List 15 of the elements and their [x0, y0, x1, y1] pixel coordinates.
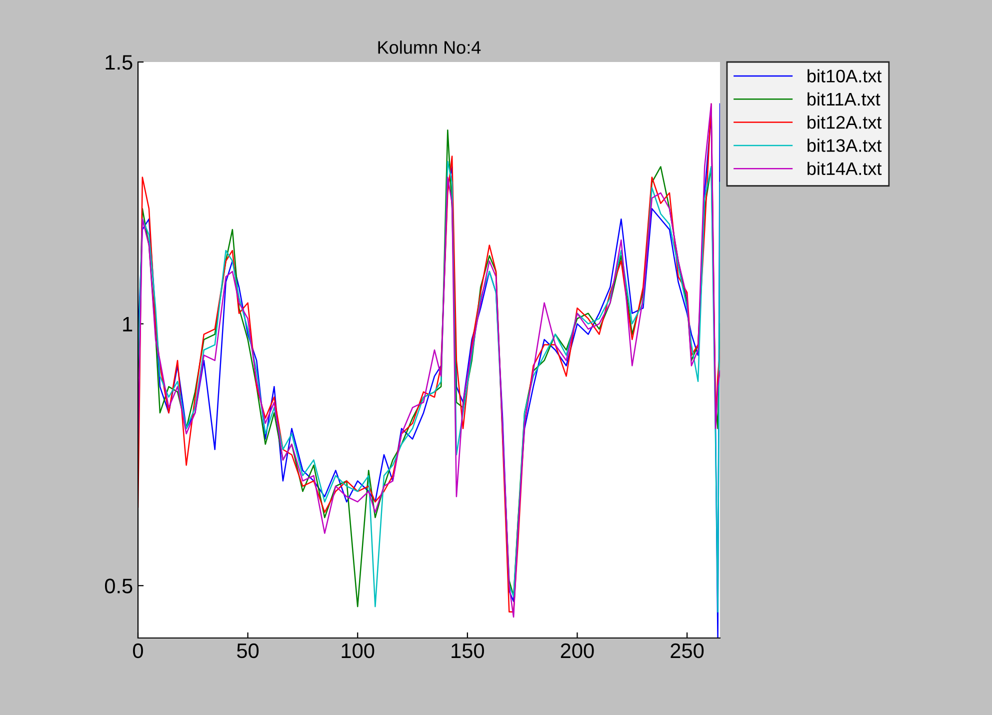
y-tick-label: 1 — [123, 317, 132, 332]
legend-label: bit13A.txt — [808, 138, 882, 152]
x-tick-label: 0 — [133, 643, 143, 658]
x-tick-label: 200 — [560, 643, 594, 658]
x-tick-label: 50 — [237, 643, 259, 658]
chart-title: Kolumn No:4 — [378, 40, 481, 54]
legend-label: bit10A.txt — [808, 69, 882, 82]
legend-label: bit14A.txt — [808, 162, 882, 176]
legend-label: bit12A.txt — [808, 116, 882, 129]
legend-label: bit11A.txt — [808, 92, 880, 106]
y-tick-label: 1.5 — [106, 55, 132, 70]
x-tick-label: 250 — [670, 643, 704, 658]
x-tick-label: 100 — [342, 643, 374, 658]
y-tick-label: 0.5 — [104, 578, 132, 594]
x-tick-label: 150 — [452, 643, 484, 658]
